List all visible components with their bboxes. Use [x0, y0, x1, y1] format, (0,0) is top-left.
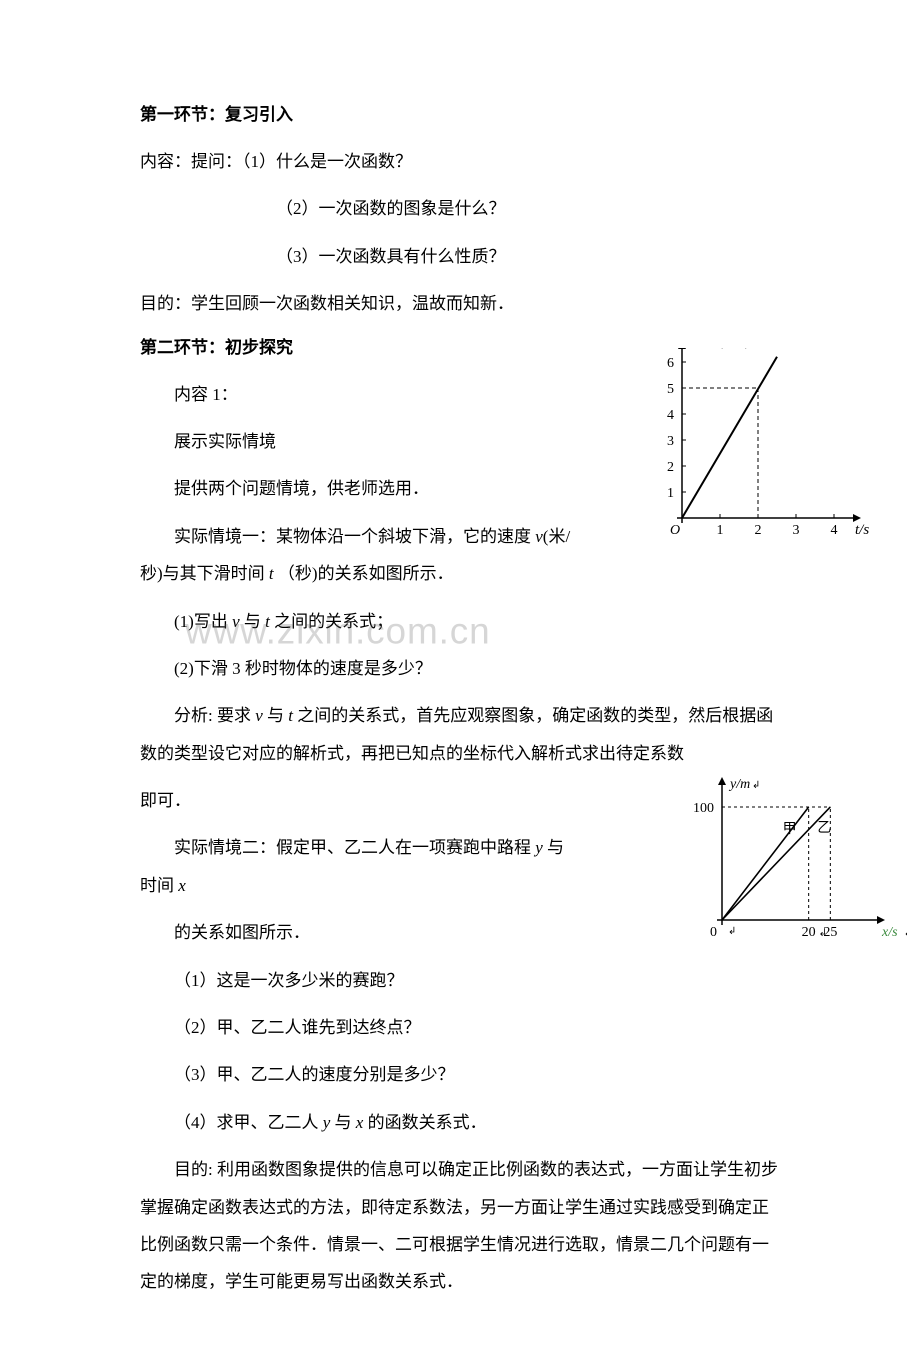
svg-text:1: 1 [717, 523, 724, 538]
svg-text:v/（m/s）: v/（m/s） [698, 348, 760, 351]
s2-p4a: 实际情境一：某物体沿一个斜坡下滑，它的速度 [174, 527, 535, 546]
svg-text:↲: ↲ [728, 926, 736, 937]
svg-text:0: 0 [710, 925, 717, 940]
svg-text:↲: ↲ [819, 928, 827, 939]
s2-p5c: 之间的关系式； [270, 612, 393, 631]
s2-p13: （3）甲、乙二人的速度分别是多少？ [140, 1056, 780, 1093]
svg-text:5: 5 [667, 382, 674, 397]
section1-head: 第一环节：复习引入 [140, 100, 780, 125]
s2-p14c: 的函数关系式． [363, 1113, 486, 1132]
s2-p6: (2)下滑 3 秒时物体的速度是多少？ [140, 650, 780, 687]
s2-p15: 目的: 利用函数图象提供的信息可以确定正比例函数的表达式，一方面让学生初步掌握确… [140, 1151, 780, 1301]
svg-text:100: 100 [693, 801, 714, 816]
svg-text:↲: ↲ [904, 928, 907, 939]
svg-text:3: 3 [793, 523, 800, 538]
s2-p14a: （4）求甲、乙二人 [174, 1113, 323, 1132]
figure-2: 甲乙1002025↲↲0y/m↲x/s↲ [667, 760, 907, 950]
svg-text:4: 4 [831, 523, 838, 538]
s2-p5: (1)写出 v 与 t 之间的关系式； [140, 603, 780, 640]
svg-text:t/s: t/s [855, 522, 869, 538]
svg-text:2: 2 [667, 460, 674, 475]
svg-text:乙: 乙 [817, 820, 831, 836]
s2-p12: （2）甲、乙二人谁先到达终点？ [140, 1009, 780, 1046]
svg-text:6: 6 [667, 356, 674, 371]
svg-text:3: 3 [667, 434, 674, 449]
svg-text:2: 2 [755, 523, 762, 538]
s2-p5b: 与 [240, 612, 266, 631]
svg-text:20: 20 [802, 925, 816, 940]
s1-p4: 目的：学生回顾一次函数相关知识，温故而知新． [140, 285, 780, 322]
s2-p7v: v [255, 706, 263, 725]
s1-p2: （2）一次函数的图象是什么？ [140, 190, 780, 227]
s2-p11: （1）这是一次多少米的赛跑？ [140, 962, 780, 999]
figure-1: 1 2 3 4 1 2 3 4 5 6 Ov/（m/s） t/s [642, 348, 882, 548]
svg-text:↲: ↲ [752, 780, 760, 791]
s2-p14b: 与 [330, 1113, 356, 1132]
svg-text:4: 4 [667, 408, 674, 423]
svg-text:x/s: x/s [881, 925, 898, 940]
svg-text:y/m: y/m [728, 777, 750, 792]
s2-p9a: 实际情境二：假定甲、乙二人在一项赛跑中路程 [174, 838, 535, 857]
s2-p5v: v [232, 612, 240, 631]
s2-p9y: y [535, 838, 543, 857]
s2-p4c: （秒)的关系如图所示． [274, 564, 454, 583]
s2-p7a: 分析: 要求 [174, 706, 255, 725]
s1-p1: 内容：提问：（1）什么是一次函数？ [140, 143, 780, 180]
svg-text:甲: 甲 [783, 822, 797, 837]
s2-p7b: 与 [263, 706, 289, 725]
s2-p9x: x [178, 876, 186, 895]
svg-text:1: 1 [667, 486, 674, 501]
s2-p4v: v [535, 527, 543, 546]
s2-p5a: (1)写出 [174, 612, 232, 631]
s1-p3: （3）一次函数具有什么性质？ [140, 238, 780, 275]
svg-text:O: O [670, 523, 680, 538]
s2-p14: （4）求甲、乙二人 y 与 x 的函数关系式． [140, 1104, 780, 1141]
